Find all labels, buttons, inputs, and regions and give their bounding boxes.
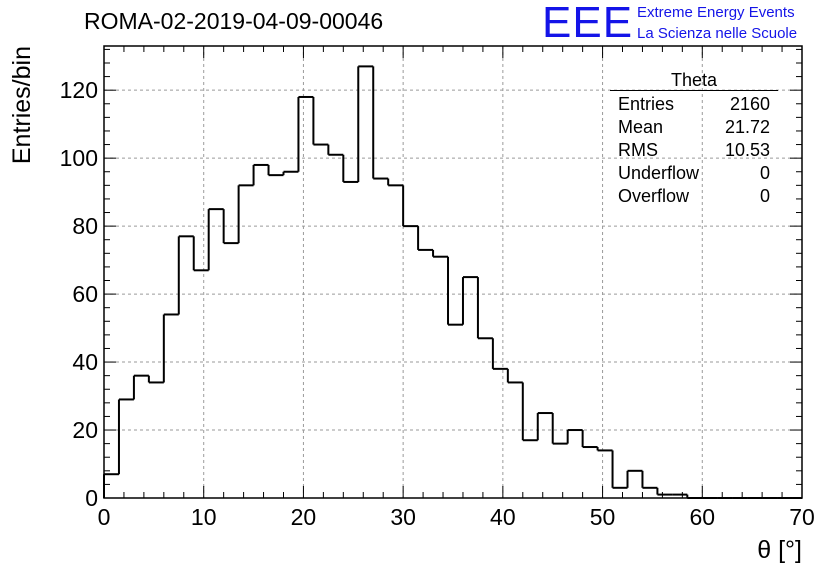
- eee-logo: EEE: [542, 0, 634, 47]
- stats-box: Theta Entries 2160 Mean 21.72 RMS 10.53 …: [610, 70, 778, 208]
- stats-label: Underflow: [618, 163, 700, 183]
- x-tick-label: 20: [291, 504, 317, 530]
- stats-row-overflow: Overflow 0: [610, 185, 778, 208]
- stats-row-underflow: Underflow 0: [610, 162, 778, 185]
- stats-label: Mean: [618, 117, 664, 137]
- stats-value: 2160: [729, 94, 770, 114]
- stats-value: 0: [759, 163, 770, 183]
- y-tick-label: 0: [85, 485, 98, 511]
- y-tick-label: 20: [72, 417, 98, 443]
- y-tick-label: 100: [60, 145, 98, 171]
- y-tick-label: 60: [72, 281, 98, 307]
- x-tick-label: 10: [191, 504, 217, 530]
- stats-label: RMS: [618, 140, 658, 160]
- x-tick-label: 30: [390, 504, 416, 530]
- stats-row-entries: Entries 2160: [610, 93, 778, 116]
- stats-label: Entries: [618, 94, 675, 114]
- logo-line-2: La Scienza nelle Scuole: [637, 25, 798, 42]
- x-tick-label: 60: [689, 504, 715, 530]
- x-axis-label: θ [°]: [757, 536, 802, 564]
- plot-frame: [103, 45, 803, 499]
- stats-value: 10.53: [724, 140, 770, 160]
- chart-title: ROMA-02-2019-04-09-00046: [84, 8, 384, 34]
- stats-row-rms: RMS 10.53: [610, 139, 778, 162]
- y-tick-label: 40: [72, 349, 98, 375]
- x-tick-label: 50: [590, 504, 616, 530]
- stats-label: Overflow: [618, 186, 690, 206]
- y-axis-label: Entries/bin: [8, 46, 36, 164]
- x-tick-label: 0: [98, 504, 111, 530]
- x-tick-label: 70: [789, 504, 815, 530]
- x-tick-label: 40: [490, 504, 516, 530]
- logo-line-1: Extreme Energy Events: [637, 4, 795, 21]
- stats-value: 21.72: [724, 117, 770, 137]
- stats-value: 0: [759, 186, 770, 206]
- stats-title: Theta: [610, 70, 778, 91]
- y-tick-label: 120: [60, 77, 98, 103]
- stats-row-mean: Mean 21.72: [610, 116, 778, 139]
- y-tick-label: 80: [72, 213, 98, 239]
